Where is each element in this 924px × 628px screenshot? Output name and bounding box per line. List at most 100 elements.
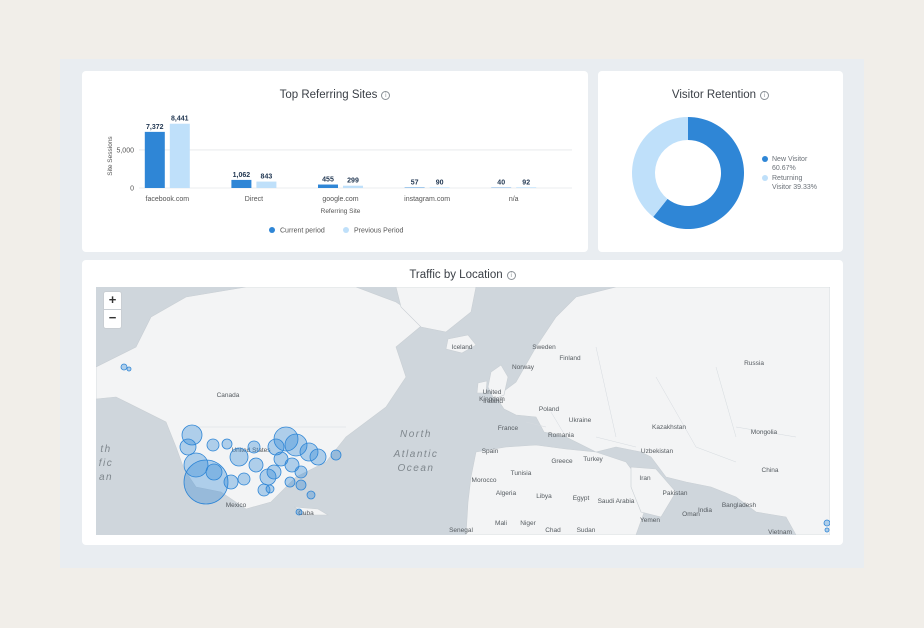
bar-1 (256, 181, 277, 188)
data-label: 40 (497, 180, 505, 187)
map-label: United States (231, 447, 271, 454)
map-label: Libya (536, 493, 552, 500)
x-tick-label: google.com (322, 196, 358, 203)
referring-title-row: Top Referring Sites i (82, 89, 588, 101)
data-label: 299 (347, 178, 359, 185)
map-label: Ukraine (569, 417, 592, 424)
traffic-bubble (120, 363, 128, 371)
dashboard: Top Referring Sites i 0 5,000 Site Sessions… (60, 59, 864, 568)
traffic-bubble (284, 457, 300, 473)
y-tick-label: 0 (130, 186, 134, 193)
traffic-bubble (309, 448, 327, 466)
map-label: Romania (548, 432, 574, 439)
map-label: Iran (639, 475, 651, 482)
map-label: Morocco (472, 477, 497, 484)
location-title-row: Traffic by Location i (82, 269, 843, 281)
traffic-bubble (824, 527, 830, 533)
map-label: Sudan (577, 527, 596, 534)
zoom-in-button[interactable]: + (103, 291, 122, 310)
ireland-landmass (476, 380, 488, 394)
traffic-bubble (295, 479, 307, 491)
map-label: Pakistan (663, 490, 688, 497)
bar-1 (169, 123, 190, 188)
info-icon[interactable]: i (381, 91, 391, 100)
location-title: Traffic by Location (409, 269, 503, 281)
map-label: Mali (495, 520, 507, 527)
traffic-bubble (267, 438, 285, 456)
traffic-bubble (284, 433, 308, 457)
traffic-bubbles (120, 363, 830, 533)
y-axis-label: Site Sessions (107, 136, 114, 176)
legend-returning-visitor[interactable]: Returning Visitor 39.33% (772, 174, 817, 192)
traffic-by-location-card: Traffic by Location i (82, 260, 843, 545)
legend-returning-line2: Visitor 39.33% (772, 184, 818, 191)
legend-returning-line1: Returning (772, 175, 803, 182)
bar-1 (516, 187, 537, 188)
donut-slice-1 (632, 117, 688, 217)
map-label: China (762, 467, 779, 474)
traffic-bubble (206, 438, 220, 452)
map-label: Canada (217, 392, 240, 399)
traffic-bubble (306, 490, 316, 500)
arabia-landmass (630, 466, 677, 518)
info-icon[interactable]: i (506, 271, 516, 280)
map-label: Tunisia (511, 470, 532, 477)
legend-swatch (269, 227, 275, 233)
map-label: Bangladesh (722, 502, 757, 509)
traffic-bubble (247, 440, 261, 454)
referring-title: Top Referring Sites (279, 89, 378, 101)
retention-title-row: Visitor Retention i (598, 89, 843, 101)
map-label: Algeria (496, 490, 517, 497)
legend-new-line1: New Visitor (772, 156, 808, 163)
ocean-label: Ocean (398, 463, 435, 474)
map-label: Sweden (532, 344, 556, 351)
map-label: Poland (539, 406, 560, 413)
data-label: 57 (411, 180, 419, 187)
data-label: 90 (436, 179, 444, 186)
traffic-bubble (284, 476, 296, 488)
traffic-bubble (265, 484, 275, 494)
legend-swatch-returning (762, 175, 768, 181)
traffic-bubble (221, 438, 233, 450)
visitor-retention-card: Visitor Retention i New Visitor 60.67% Re… (598, 71, 843, 252)
data-label: 843 (261, 174, 273, 181)
traffic-bubble (295, 508, 303, 516)
iceland-landmass (445, 334, 477, 354)
legend-label: Previous Period (354, 228, 404, 235)
map-label: Turkey (583, 456, 603, 463)
ocean-label: Atlantic (393, 449, 439, 460)
traffic-bubble (299, 442, 319, 462)
map-label: Vietnam (768, 529, 792, 535)
info-icon[interactable]: i (760, 91, 770, 100)
map-label: Egypt (573, 495, 590, 502)
traffic-bubble (330, 449, 342, 461)
traffic-bubble (237, 472, 251, 486)
north-america-landmass (96, 287, 427, 510)
map-label: Finland (559, 355, 581, 362)
traffic-bubble (266, 464, 282, 480)
legend-swatch-new (762, 156, 768, 162)
ocean-label: fic (99, 458, 114, 469)
ocean-label: th (100, 444, 111, 455)
traffic-bubble (126, 366, 132, 372)
traffic-bubble (205, 463, 223, 481)
zoom-out-button[interactable]: − (103, 310, 122, 329)
traffic-bubble (229, 447, 249, 467)
map-label: Mongolia (751, 429, 778, 436)
traffic-bubble (181, 424, 203, 446)
retention-donut-chart (632, 117, 744, 229)
top-referring-sites-card: Top Referring Sites i 0 5,000 Site Sessions… (82, 71, 588, 252)
data-label: 455 (322, 177, 334, 184)
traffic-bubble (248, 457, 264, 473)
traffic-bubble (223, 474, 239, 490)
world-map[interactable]: Iceland Sweden Finland Norway Russia Canada Un… (96, 287, 830, 535)
traffic-bubble (183, 459, 229, 505)
map-label: Yemen (640, 517, 660, 524)
legend-new-visitor[interactable]: New Visitor 60.67% (772, 155, 807, 173)
map-label: Mexico (226, 502, 247, 509)
map-label: France (498, 425, 519, 432)
bar-1 (343, 185, 363, 188)
